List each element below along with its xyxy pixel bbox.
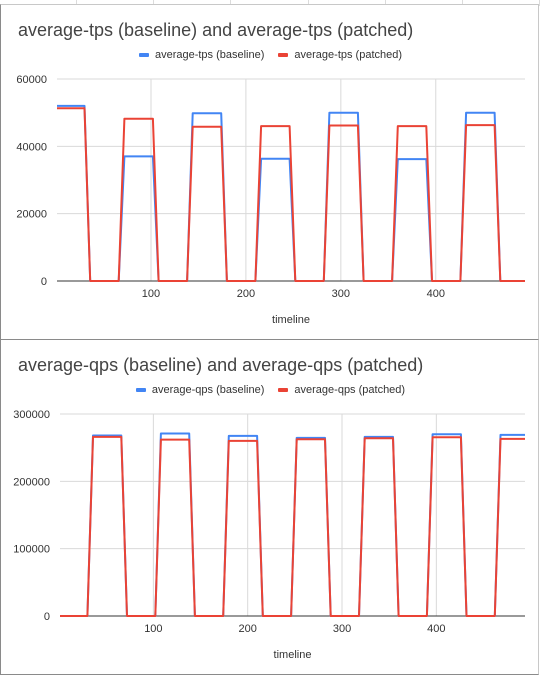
series-line-baseline [57, 104, 525, 282]
chart-legend: average-qps (baseline) average-qps (patc… [1, 384, 540, 396]
x-tick-label: 400 [427, 288, 445, 300]
y-tick-label: 0 [41, 276, 47, 288]
grid-cell [231, 0, 309, 6]
legend-swatch-icon [278, 53, 289, 57]
chart-title: average-qps (baseline) and average-qps (… [18, 355, 424, 375]
legend-swatch-icon [138, 53, 149, 57]
y-tick-label: 20000 [16, 209, 47, 221]
y-tick-label: 60000 [16, 74, 47, 86]
x-tick-label: 400 [427, 623, 445, 635]
legend-item-baseline[interactable]: average-tps (baseline) [138, 49, 265, 61]
x-axis-label: timeline [274, 649, 312, 661]
grid-cell [463, 0, 540, 6]
x-tick-label: 300 [332, 288, 350, 300]
y-tick-label: 300000 [13, 409, 50, 421]
y-tick-label: 100000 [13, 544, 50, 556]
chart-legend: average-tps (baseline) average-tps (patc… [1, 49, 540, 61]
legend-label: average-qps (baseline) [151, 384, 265, 396]
x-tick-label: 100 [142, 288, 160, 300]
legend-swatch-icon [135, 388, 146, 392]
legend-label: average-tps (patched) [294, 49, 403, 61]
legend-swatch-icon [278, 388, 289, 392]
legend-label: average-tps (baseline) [154, 49, 265, 61]
spreadsheet-top-strip [0, 0, 540, 6]
y-tick-label: 0 [44, 611, 50, 623]
chart-qps[interactable]: 100 200 300 400 0 100000 200000 300000 timeline … [0, 340, 539, 675]
legend-item-baseline[interactable]: average-qps (baseline) [135, 384, 265, 396]
chart-title: average-tps (baseline) and average-tps (… [18, 20, 414, 40]
x-tick-label: 200 [239, 623, 257, 635]
grid-cell [309, 0, 386, 6]
x-axis-label: timeline [272, 314, 310, 326]
x-tick-label: 100 [144, 623, 162, 635]
x-tick-label: 200 [237, 288, 255, 300]
series-line-patched [57, 107, 525, 282]
y-tick-label: 40000 [16, 141, 47, 153]
chart-tps[interactable]: 100 200 300 400 0 20000 40000 60000 timeline ave… [0, 4, 539, 340]
legend-label: average-qps (patched) [294, 384, 406, 396]
y-tick-label: 200000 [13, 476, 50, 488]
legend-item-patched[interactable]: average-qps (patched) [278, 384, 405, 396]
grid-cell [154, 0, 232, 6]
grid-cell [77, 0, 155, 6]
grid-cell [0, 0, 78, 6]
chart-qps-plot: 100 200 300 400 0 100000 200000 300000 timeline [13, 409, 525, 661]
x-tick-label: 300 [333, 623, 351, 635]
chart-tps-plot: 100 200 300 400 0 20000 40000 60000 timeline [16, 74, 525, 326]
legend-item-patched[interactable]: average-tps (patched) [278, 49, 402, 61]
series-line-patched [60, 435, 525, 617]
grid-cell [386, 0, 463, 6]
